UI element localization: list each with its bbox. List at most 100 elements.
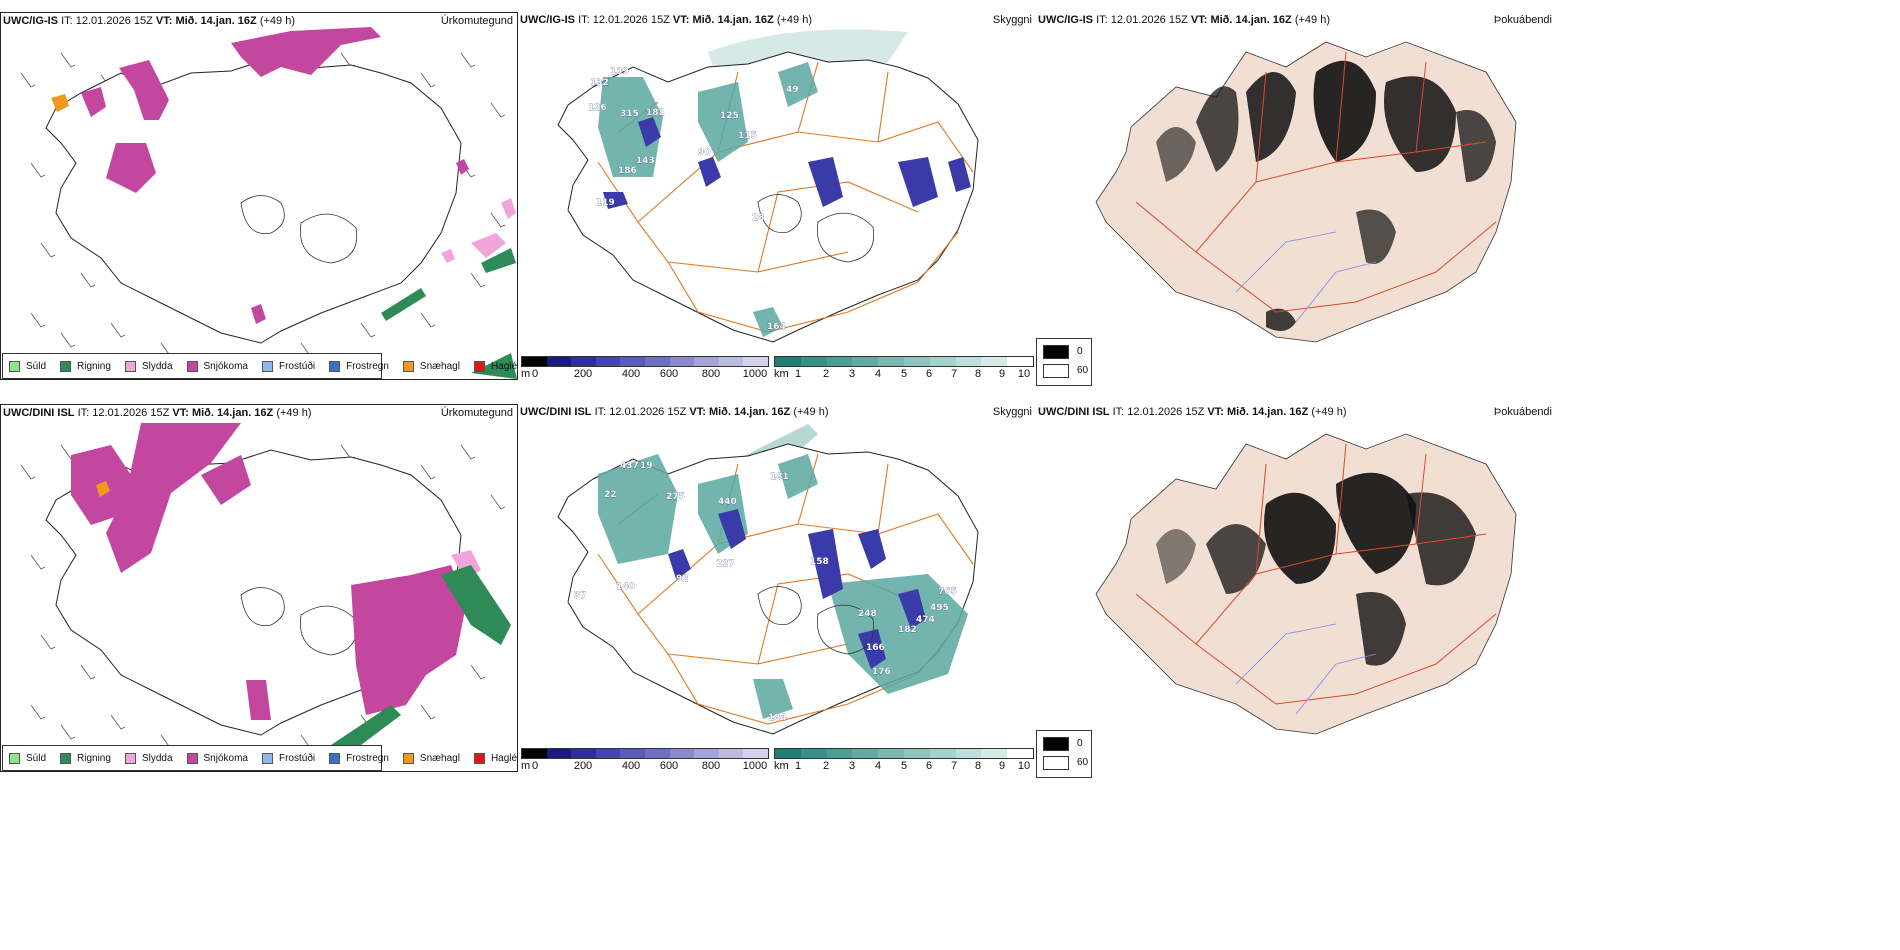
fog-map xyxy=(1095,433,1517,735)
colorbar-bin xyxy=(522,749,547,758)
legend-swatch xyxy=(402,360,414,372)
colorbar-bin xyxy=(826,357,853,366)
model-name: UWC/DINI ISL xyxy=(520,406,592,418)
legend-item: Frostúði xyxy=(261,360,315,372)
iceland-land xyxy=(1095,41,1517,343)
cloud-height-label: 140 xyxy=(616,582,635,592)
valid-time: Mið. 14.jan. 16Z xyxy=(1210,14,1292,26)
cloud-height-label: 28 xyxy=(752,213,765,223)
cloud-height-label: 474 xyxy=(916,615,935,625)
colorbar-strip xyxy=(521,748,769,759)
colorbar-unit: km xyxy=(774,368,789,380)
glacier-outline xyxy=(757,586,875,655)
panel-title: Þokuábendi xyxy=(1493,406,1552,418)
init-label: IT: xyxy=(61,15,73,27)
colorbar-bin xyxy=(903,749,930,758)
fog-panel-row1: UWC/IG-IS IT: 12.01.2026 15Z VT: Mið. 14… xyxy=(1036,12,1556,386)
cloud-height-label: 119 xyxy=(596,198,615,208)
legend-item: Frostregn xyxy=(329,360,389,372)
cloud-height-label: 248 xyxy=(858,609,877,619)
low-cloud-fill xyxy=(668,509,926,669)
snow-areas xyxy=(81,27,469,324)
cloud-height-label: 115 xyxy=(738,131,757,141)
colorbar-tick: 1 xyxy=(794,368,802,380)
colorbar-bin xyxy=(694,357,719,366)
colorbar-bin xyxy=(1007,357,1033,366)
legend-swatch xyxy=(261,360,273,372)
colorbar-tick: 10 xyxy=(1017,368,1031,380)
cloud-height-label: 132 xyxy=(590,78,609,88)
colorbar-bin xyxy=(718,357,744,366)
colorbar-tick: 1000 xyxy=(742,368,768,380)
cloud-height-labels: 437 19 22 275 440 181 158 92 227 140 37 … xyxy=(574,461,957,723)
fog-legend-label-low: 60 xyxy=(1077,365,1089,376)
init-time: 12.01.2026 15Z xyxy=(1127,406,1205,418)
init-label: IT: xyxy=(578,14,590,26)
legend-item: Súld xyxy=(9,360,47,372)
panel-title: Þokuábendi xyxy=(1493,14,1552,26)
colorbar-bin xyxy=(743,357,768,366)
legend-label: Frostúði xyxy=(278,752,316,764)
colorbar-bin xyxy=(743,749,768,758)
colorbar-tick: 2 xyxy=(822,760,830,772)
legend-swatch xyxy=(186,752,198,764)
cloud-height-label: 182 xyxy=(898,625,917,635)
fog-legend-swatch-high xyxy=(1043,737,1069,751)
panel-header: UWC/DINI ISL IT: 12.01.2026 15Z VT: Mið.… xyxy=(520,406,829,418)
legend-item: Rigning xyxy=(60,360,111,372)
legend-label: Snæhagl xyxy=(419,360,460,372)
colorbar-bin xyxy=(800,357,827,366)
init-time: 12.01.2026 15Z xyxy=(592,14,670,26)
cloud-height-label: 125 xyxy=(720,111,739,121)
rain-areas xyxy=(381,248,517,379)
colorbar-tick: 1000 xyxy=(742,760,768,772)
panel-header: UWC/DINI ISL IT: 12.01.2026 15Z VT: Mið.… xyxy=(1038,406,1347,418)
colorbar-tick: 0 xyxy=(531,760,539,772)
cloud-height-label: 495 xyxy=(930,603,949,613)
colorbar-bin xyxy=(718,749,744,758)
fog-map xyxy=(1095,41,1517,343)
colorbar-tick: 1 xyxy=(794,760,802,772)
colorbar-bin xyxy=(669,749,695,758)
colorbar-tick: 6 xyxy=(925,760,933,772)
legend-label: Súld xyxy=(26,360,47,372)
precip-legend: Súld Rigning Slydda Snjókoma Frostúði Fr… xyxy=(2,353,519,379)
colorbar-tick: 600 xyxy=(659,368,679,380)
valid-time: Mið. 14.jan. 16Z xyxy=(191,407,274,419)
colorbar-tick: 400 xyxy=(621,368,641,380)
fog-legend-label-low: 60 xyxy=(1077,757,1089,768)
legend-swatch xyxy=(9,360,20,372)
cloud-height-label: 19 xyxy=(640,461,653,471)
colorbar-tick: 5 xyxy=(900,760,908,772)
lead-time: (+49 h) xyxy=(1294,14,1330,26)
iceland-land xyxy=(1095,433,1517,735)
legend-swatch xyxy=(124,752,136,764)
colorbar-bin xyxy=(852,749,879,758)
fog-roads xyxy=(1135,443,1497,705)
valid-label: VT: xyxy=(1190,14,1208,26)
fog-legend-swatch-low xyxy=(1043,364,1069,378)
legend-label: Snjókoma xyxy=(203,752,248,764)
valid-label: VT: xyxy=(689,406,706,418)
precip-legend: Súld Rigning Slydda Snjókoma Frostúði Fr… xyxy=(2,745,519,771)
colorbar-tick: 4 xyxy=(874,760,882,772)
visibility-panel-row1: 139 132 126 315 182 143 186 119 90 125 1… xyxy=(518,12,1036,381)
snow-areas xyxy=(71,423,466,720)
iceland-coastline xyxy=(45,57,462,344)
cloud-height-label: 49 xyxy=(786,85,799,95)
colorbar-bin xyxy=(620,357,645,366)
colorbar-bin xyxy=(669,357,695,366)
glacier-outline xyxy=(240,587,358,656)
colorbar-unit: m xyxy=(521,760,531,772)
cloud-height-label: 22 xyxy=(604,490,617,500)
init-label: IT: xyxy=(77,407,90,419)
colorbar-bin xyxy=(929,749,956,758)
init-time: 12.01.2026 15Z xyxy=(609,406,687,418)
colorbar-tick: 10 xyxy=(1017,760,1031,772)
cloud-height-label: 186 xyxy=(618,166,637,176)
colorbar-ticks: km 1 2 3 4 5 6 7 8 9 10 xyxy=(774,367,1034,381)
colorbar-bin xyxy=(878,749,904,758)
colorbar-bin xyxy=(929,357,956,366)
sleet-areas xyxy=(441,198,516,263)
legend-swatch xyxy=(60,752,72,764)
